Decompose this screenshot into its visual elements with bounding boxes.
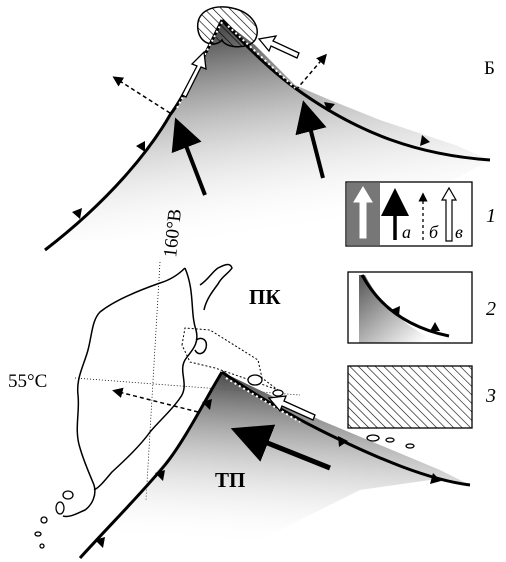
parallel-line xyxy=(74,377,301,396)
region-label-pk: ПК xyxy=(249,285,281,309)
legend-item-1: а б в 1 xyxy=(345,181,496,247)
legend-sublabel-v: в xyxy=(455,222,463,242)
legend-item-3: 3 xyxy=(347,365,496,429)
legend-number-3: 3 xyxy=(485,385,496,407)
thick-light-arrow-icon xyxy=(353,186,373,239)
outline-arrow-icon xyxy=(440,186,458,242)
trench-teeth-top xyxy=(72,102,430,219)
legend-number-1: 1 xyxy=(486,205,496,227)
north-coast-fragment xyxy=(199,263,233,311)
kamchatka-coastline xyxy=(62,267,198,518)
legend-sublabel-b: б xyxy=(429,222,439,242)
peninsula-detail xyxy=(194,337,208,355)
outline-arrow-right-top xyxy=(257,35,300,59)
dotted-boundary-left-top xyxy=(175,21,223,111)
map-panel: 160°В 55°С xyxy=(8,208,471,560)
parallel-label: 55°С xyxy=(8,371,47,392)
outline-arrow-bottom xyxy=(267,395,316,421)
dotted-boundary-bottom xyxy=(225,377,301,423)
panel-letter-b: Б xyxy=(484,58,495,79)
outline-arrow-left-top xyxy=(181,50,207,98)
islands xyxy=(34,374,415,549)
dotted-boundary-right-top xyxy=(227,25,296,89)
region-label-tp: ТП xyxy=(215,468,245,492)
black-arrow-right-top xyxy=(295,100,327,179)
meridian-line xyxy=(145,261,161,501)
dashed-arrow-right-top xyxy=(295,53,327,91)
meridian-label: 160°В xyxy=(160,208,186,259)
trench-teeth-legend xyxy=(391,306,440,331)
black-arrow-left-top xyxy=(171,117,207,196)
legend-item-2: 2 xyxy=(347,271,496,344)
legend: а б в 1 2 3 xyxy=(345,181,496,429)
dashed-arrow-bottom xyxy=(112,387,199,413)
black-arrow-bottom xyxy=(230,424,331,471)
legend-number-2: 2 xyxy=(486,298,496,320)
dotted-region-boundary xyxy=(181,327,279,391)
plate-gradient-icon xyxy=(359,275,440,343)
dashed-arrow-left-top xyxy=(112,76,171,114)
legend-sublabel-a: а xyxy=(402,222,411,242)
plate-wedge-bottom xyxy=(90,372,470,555)
trench-teeth-bottom xyxy=(95,399,441,548)
hatched-area-icon xyxy=(347,365,473,429)
